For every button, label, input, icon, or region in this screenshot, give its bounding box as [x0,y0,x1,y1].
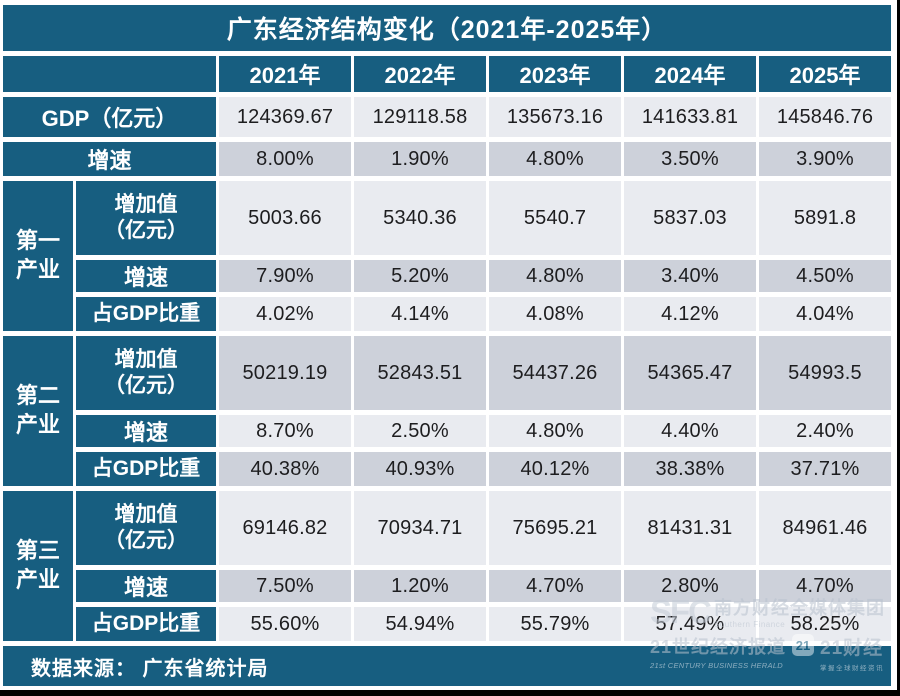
data-cell: 57.49% [624,607,756,641]
data-cell: 4.02% [219,297,351,331]
row-label-added-value: 增加值 （亿元） [76,181,216,255]
group-label-primary-industry: 第一 产业 [3,181,73,331]
data-cell: 8.70% [219,415,351,447]
table-row-sector2-gdp-share: 占GDP比重 40.38% 40.93% 40.12% 38.38% 37.71… [3,452,891,486]
table-row-gdp-growth: 增速 8.00% 1.90% 4.80% 3.50% 3.90% [3,142,891,176]
table-row-sector1-added-value: 第一 产业 增加值 （亿元） 5003.66 5340.36 5540.7 58… [3,181,891,331]
data-cell: 4.70% [489,570,621,602]
data-cell: 70934.71 [354,491,486,565]
data-cell: 2.50% [354,415,486,447]
group-label-tertiary-industry: 第三 产业 [3,491,73,641]
data-cell: 3.50% [624,142,756,176]
column-header-2024: 2024年 [624,56,756,92]
data-cell: 54993.5 [759,336,891,410]
data-cell: 55.79% [489,607,621,641]
data-cell: 50219.19 [219,336,351,410]
data-cell: 4.12% [624,297,756,331]
data-cell: 5837.03 [624,181,756,255]
data-cell: 4.04% [759,297,891,331]
row-label-gdp-share: 占GDP比重 [76,297,216,331]
data-cell: 129118.58 [354,97,486,137]
footer-row: 数据来源： 广东省统计局 [3,646,891,686]
data-cell: 5003.66 [219,181,351,255]
data-cell: 5891.8 [759,181,891,255]
row-label-growth: 增速 [76,415,216,447]
row-label-added-value: 增加值 （亿元） [76,491,216,565]
row-label-added-value: 增加值 （亿元） [76,336,216,410]
column-header-2023: 2023年 [489,56,621,92]
data-cell: 2.80% [624,570,756,602]
data-cell: 40.38% [219,452,351,486]
data-cell: 3.90% [759,142,891,176]
data-cell: 81431.31 [624,491,756,565]
data-cell: 69146.82 [219,491,351,565]
data-cell: 4.40% [624,415,756,447]
data-cell: 141633.81 [624,97,756,137]
data-source-label: 数据来源： 广东省统计局 [3,646,891,686]
data-cell: 4.80% [489,260,621,292]
data-cell: 4.70% [759,570,891,602]
data-cell: 52843.51 [354,336,486,410]
data-cell: 1.20% [354,570,486,602]
data-cell: 40.12% [489,452,621,486]
data-cell: 55.60% [219,607,351,641]
data-cell: 4.14% [354,297,486,331]
data-cell: 5540.7 [489,181,621,255]
row-label-gdp: GDP（亿元） [3,97,216,137]
table-row-sector2-growth: 增速 8.70% 2.50% 4.80% 4.40% 2.40% [3,415,891,447]
year-header-row: 2021年 2022年 2023年 2024年 2025年 [3,56,891,92]
table-row-gdp: GDP（亿元） 124369.67 129118.58 135673.16 14… [3,97,891,137]
column-header-2025: 2025年 [759,56,891,92]
data-cell: 37.71% [759,452,891,486]
column-header-2022: 2022年 [354,56,486,92]
table-row-sector1-gdp-share: 占GDP比重 4.02% 4.14% 4.08% 4.12% 4.04% [3,297,891,331]
data-cell: 40.93% [354,452,486,486]
corner-cell [3,56,216,92]
data-cell: 7.90% [219,260,351,292]
page-title: 广东经济结构变化（2021年-2025年） [3,5,891,51]
data-cell: 54.94% [354,607,486,641]
data-cell: 5340.36 [354,181,486,255]
data-cell: 124369.67 [219,97,351,137]
bottom-edge-bar [0,690,900,696]
data-cell: 4.80% [489,415,621,447]
data-cell: 8.00% [219,142,351,176]
row-label-growth: 增速 [3,142,216,176]
data-cell: 7.50% [219,570,351,602]
table-row-sector3-added-value: 第三 产业 增加值 （亿元） 69146.82 70934.71 75695.2… [3,491,891,641]
row-label-growth: 增速 [76,260,216,292]
data-cell: 4.50% [759,260,891,292]
data-cell: 2.40% [759,415,891,447]
data-cell: 3.40% [624,260,756,292]
data-cell: 75695.21 [489,491,621,565]
column-header-2021: 2021年 [219,56,351,92]
group-label-secondary-industry: 第二 产业 [3,336,73,486]
table-row-sector3-growth: 增速 7.50% 1.20% 4.70% 2.80% 4.70% [3,570,891,602]
table-row-sector2-added-value: 第二 产业 增加值 （亿元） 50219.19 52843.51 54437.2… [3,336,891,486]
data-cell: 135673.16 [489,97,621,137]
data-cell: 145846.76 [759,97,891,137]
title-row: 广东经济结构变化（2021年-2025年） [3,5,891,51]
data-cell: 1.90% [354,142,486,176]
data-cell: 38.38% [624,452,756,486]
data-cell: 84961.46 [759,491,891,565]
right-edge-bar [897,0,900,696]
data-cell: 5.20% [354,260,486,292]
data-cell: 4.80% [489,142,621,176]
row-label-gdp-share: 占GDP比重 [76,452,216,486]
row-label-growth: 增速 [76,570,216,602]
table-row-sector3-gdp-share: 占GDP比重 55.60% 54.94% 55.79% 57.49% 58.25… [3,607,891,641]
data-cell: 4.08% [489,297,621,331]
data-cell: 54365.47 [624,336,756,410]
table-row-sector1-growth: 增速 7.90% 5.20% 4.80% 3.40% 4.50% [3,260,891,292]
row-label-gdp-share: 占GDP比重 [76,607,216,641]
data-cell: 58.25% [759,607,891,641]
data-cell: 54437.26 [489,336,621,410]
